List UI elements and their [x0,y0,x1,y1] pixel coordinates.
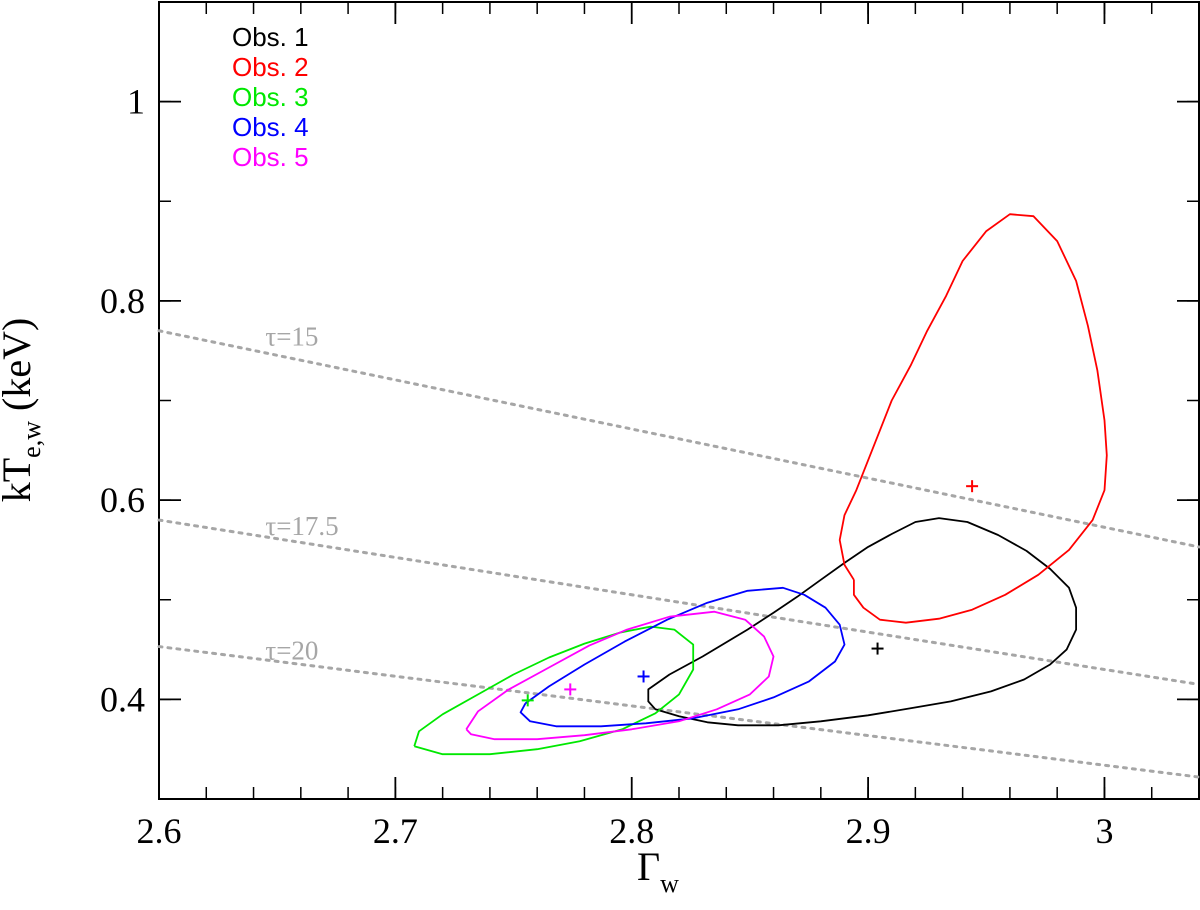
y-tick-label: 1 [127,82,145,122]
contour-obs-1 [647,517,1077,727]
legend-entry: Obs. 3 [232,82,309,112]
x-axis-title-main: Γ [637,844,660,889]
contour-obs-5 [465,610,775,741]
y-tick-label: 0.8 [100,281,145,321]
tau-label: τ=17.5 [265,511,338,541]
major-ticks [158,2,1199,799]
legend-entry: Obs. 1 [232,22,309,52]
x-tick-label: 2.9 [846,811,891,851]
x-tick-label: 2.6 [137,811,182,851]
contour-obs-2 [838,213,1108,624]
plot-frame [158,1,1200,800]
minor-ticks [158,1,1200,800]
best-fit-obs-4 [637,670,650,683]
x-tick-label: 3 [1095,811,1113,851]
best-fit-obs-3 [521,694,534,707]
best-fit-markers [521,480,979,707]
best-fit-obs-2 [966,480,979,493]
x-axis-title-sub: w [660,869,679,898]
tau-lines: τ=15 τ=17.5 τ=20 [157,322,1200,779]
tau-line [157,329,1200,549]
tau-line [157,518,1200,686]
y-tick-label: 0.6 [100,480,145,520]
best-fit-obs-5 [564,683,577,696]
contours [413,213,1108,756]
x-axis-title: Γw [637,844,679,898]
y-axis-title: kTe,w (keV) [0,318,46,503]
tau-label: τ=15 [265,322,318,352]
tau-label: τ=20 [265,636,318,666]
y-axis-title-main: kT [0,458,39,502]
tau-line [157,645,1200,779]
y-tick-label: 0.4 [100,679,145,719]
x-tick-label: 2.7 [373,811,418,851]
y-axis-title-unit: (keV) [0,318,39,421]
y-axis-title-sub: e,w [17,421,46,458]
legend-entry: Obs. 2 [232,52,309,82]
legend-entry: Obs. 5 [232,142,309,172]
contour-obs-3 [413,625,695,756]
contour-obs-4 [519,586,846,728]
x-tick-label: 2.8 [609,811,654,851]
tick-labels: 2.6 2.7 2.8 2.9 3 0.4 0.6 0.8 1 [100,82,1113,851]
best-fit-obs-1 [871,642,884,655]
legend-entry: Obs. 4 [232,112,309,142]
